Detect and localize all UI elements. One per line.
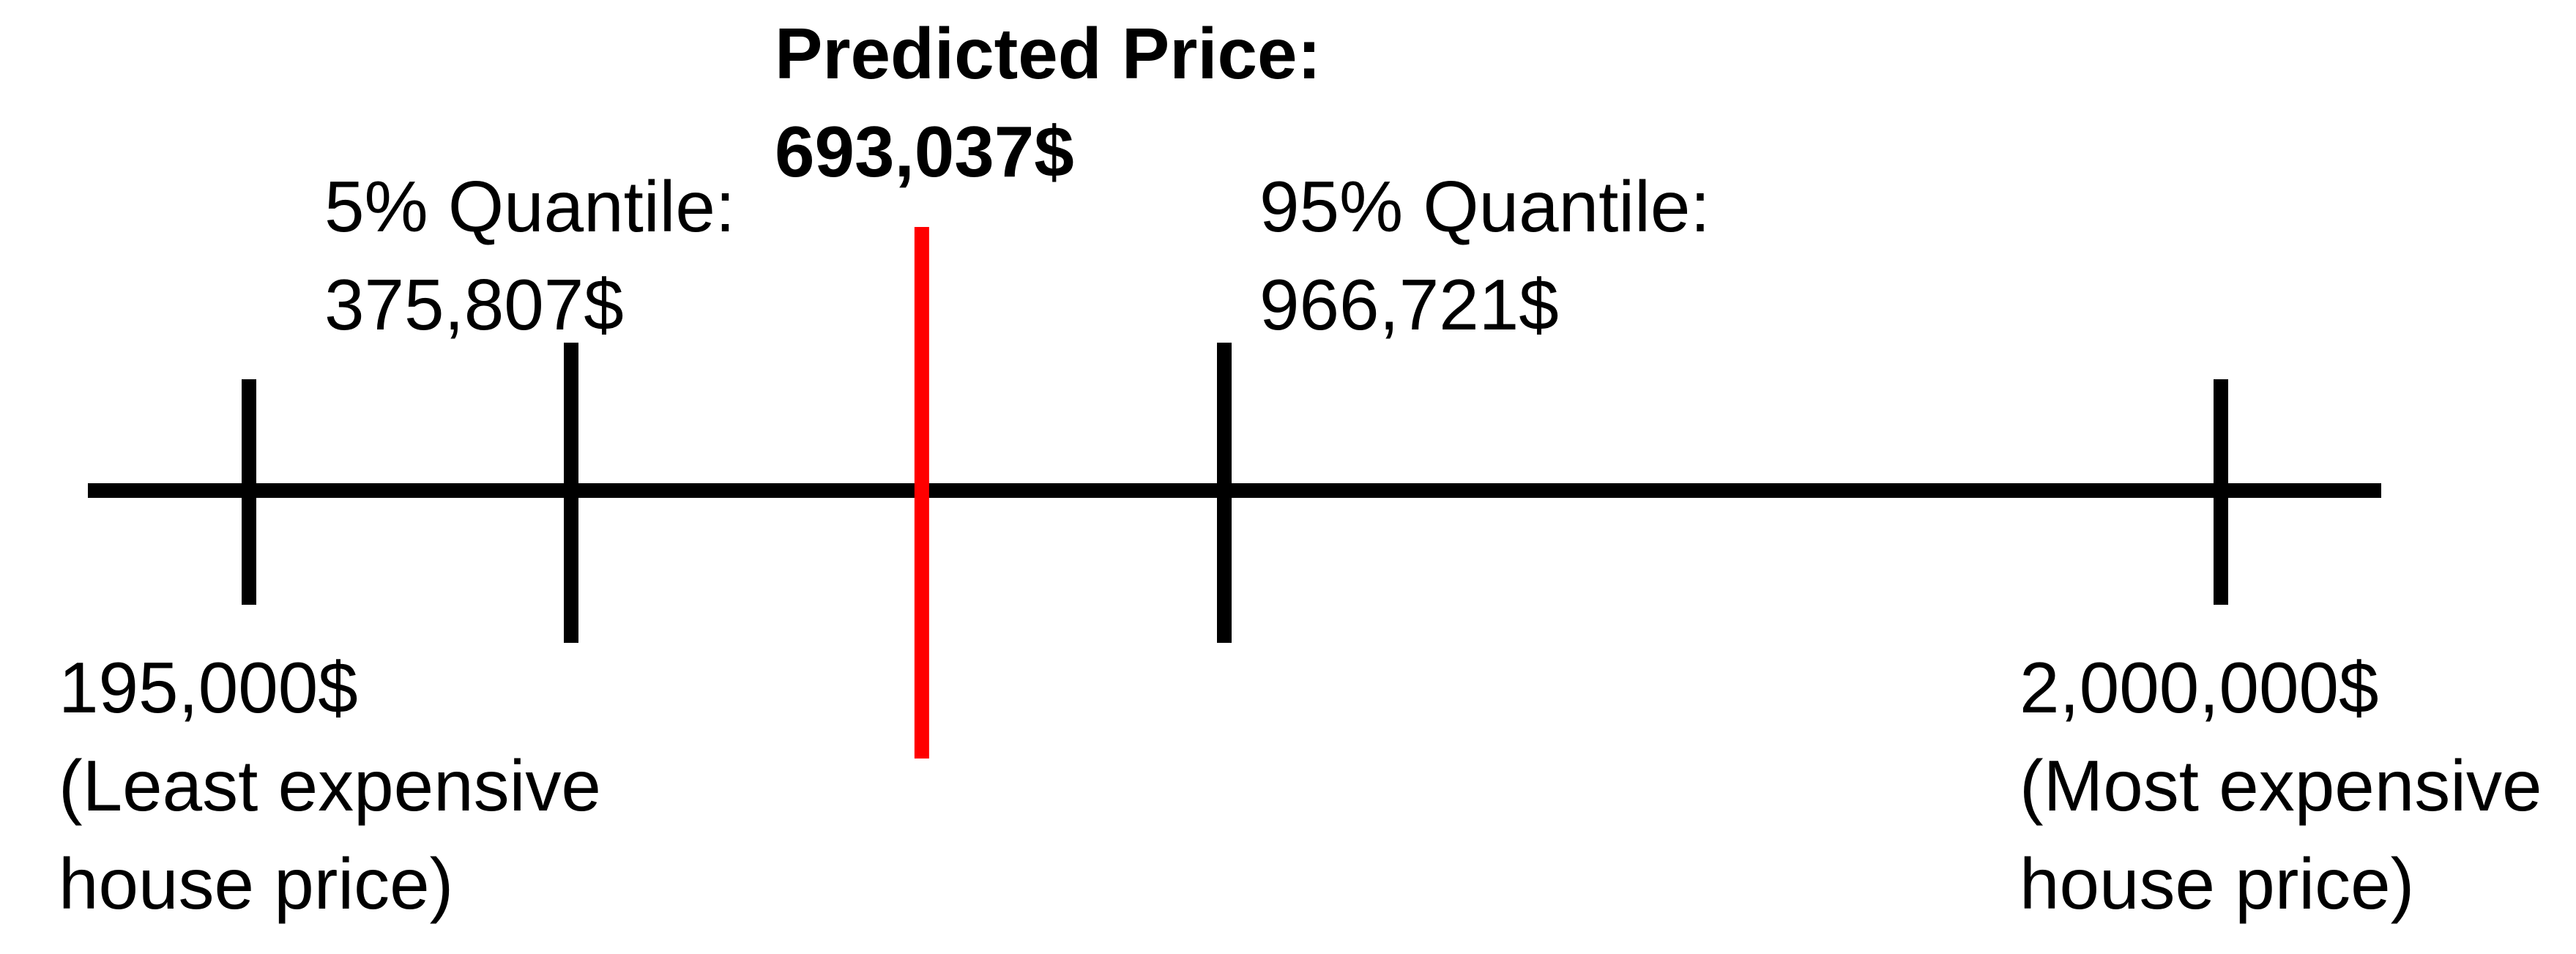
predicted-price-label: Predicted Price: 693,037$ <box>775 4 1321 201</box>
quantile-95-title: 95% Quantile: <box>1259 166 1710 247</box>
quantile-5-label: 5% Quantile: 375,807$ <box>324 157 735 354</box>
min-price-value: 195,000$ <box>59 647 358 728</box>
max-price-value: 2,000,000$ <box>2020 647 2379 728</box>
max-price-note-line-2: house price) <box>2020 843 2415 924</box>
min-price-note-line-2: house price) <box>59 843 454 924</box>
predicted-price-title: Predicted Price: <box>775 13 1322 94</box>
max-price-label: 2,000,000$ (Most expensive house price) <box>2020 638 2542 933</box>
quantile-5-value: 375,807$ <box>324 264 624 345</box>
min-price-note-line-1: (Least expensive <box>59 745 601 826</box>
predicted-price-value: 693,037$ <box>775 111 1074 192</box>
min-price-label: 195,000$ (Least expensive house price) <box>59 638 601 933</box>
quantile-95-label: 95% Quantile: 966,721$ <box>1259 157 1710 354</box>
quantile-95-value: 966,721$ <box>1259 264 1559 345</box>
max-price-note-line-1: (Most expensive <box>2020 745 2542 826</box>
quantile-5-title: 5% Quantile: <box>324 166 736 247</box>
